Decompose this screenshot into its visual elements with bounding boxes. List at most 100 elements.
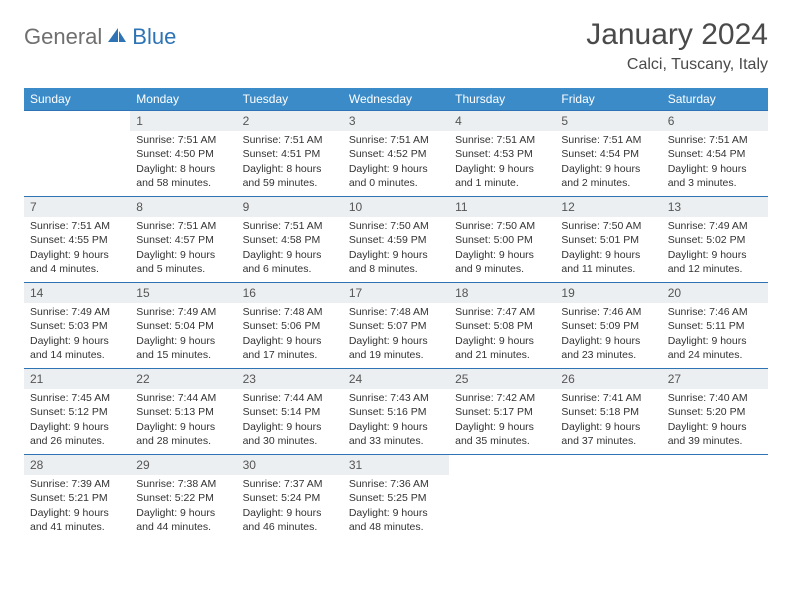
day-number: 1 — [130, 111, 236, 131]
calendar-cell: 14Sunrise: 7:49 AMSunset: 5:03 PMDayligh… — [24, 283, 130, 369]
day-details: Sunrise: 7:51 AMSunset: 4:54 PMDaylight:… — [662, 131, 768, 194]
day-line: Daylight: 9 hours — [561, 162, 655, 176]
day-details: Sunrise: 7:46 AMSunset: 5:11 PMDaylight:… — [662, 303, 768, 366]
day-line: Sunset: 4:58 PM — [243, 233, 337, 247]
day-line: Sunrise: 7:39 AM — [30, 477, 124, 491]
calendar-cell: 16Sunrise: 7:48 AMSunset: 5:06 PMDayligh… — [237, 283, 343, 369]
day-line: Sunset: 5:09 PM — [561, 319, 655, 333]
day-details: Sunrise: 7:38 AMSunset: 5:22 PMDaylight:… — [130, 475, 236, 538]
day-number: 27 — [662, 369, 768, 389]
day-line: and 44 minutes. — [136, 520, 230, 534]
day-line: and 41 minutes. — [30, 520, 124, 534]
day-line: Sunset: 5:11 PM — [668, 319, 762, 333]
day-line: and 17 minutes. — [243, 348, 337, 362]
day-details: Sunrise: 7:37 AMSunset: 5:24 PMDaylight:… — [237, 475, 343, 538]
day-line: Sunset: 5:21 PM — [30, 491, 124, 505]
day-line: Sunrise: 7:47 AM — [455, 305, 549, 319]
day-line: Sunset: 4:53 PM — [455, 147, 549, 161]
day-number: 30 — [237, 455, 343, 475]
day-line: and 35 minutes. — [455, 434, 549, 448]
day-line: Daylight: 9 hours — [243, 248, 337, 262]
calendar-cell: 7Sunrise: 7:51 AMSunset: 4:55 PMDaylight… — [24, 197, 130, 283]
calendar-body: 1Sunrise: 7:51 AMSunset: 4:50 PMDaylight… — [24, 111, 768, 541]
page-title: January 2024 — [586, 18, 768, 52]
day-details: Sunrise: 7:43 AMSunset: 5:16 PMDaylight:… — [343, 389, 449, 452]
day-line: Daylight: 9 hours — [136, 506, 230, 520]
day-line: and 24 minutes. — [668, 348, 762, 362]
day-details: Sunrise: 7:51 AMSunset: 4:51 PMDaylight:… — [237, 131, 343, 194]
day-line: Daylight: 9 hours — [668, 162, 762, 176]
calendar-row: 21Sunrise: 7:45 AMSunset: 5:12 PMDayligh… — [24, 369, 768, 455]
day-line: and 8 minutes. — [349, 262, 443, 276]
day-line: and 28 minutes. — [136, 434, 230, 448]
day-line: and 9 minutes. — [455, 262, 549, 276]
day-line: Sunrise: 7:51 AM — [455, 133, 549, 147]
day-line: Sunset: 5:20 PM — [668, 405, 762, 419]
logo: General Blue — [24, 18, 176, 50]
day-line: Sunset: 5:04 PM — [136, 319, 230, 333]
weekday-header: Thursday — [449, 88, 555, 111]
day-details: Sunrise: 7:47 AMSunset: 5:08 PMDaylight:… — [449, 303, 555, 366]
day-line: Daylight: 9 hours — [561, 334, 655, 348]
day-line: Sunset: 4:52 PM — [349, 147, 443, 161]
day-line: Sunset: 5:07 PM — [349, 319, 443, 333]
day-line: Sunset: 5:16 PM — [349, 405, 443, 419]
day-line: and 37 minutes. — [561, 434, 655, 448]
day-line: Sunset: 5:22 PM — [136, 491, 230, 505]
day-line: Sunset: 5:13 PM — [136, 405, 230, 419]
calendar-cell: 26Sunrise: 7:41 AMSunset: 5:18 PMDayligh… — [555, 369, 661, 455]
weekday-header: Monday — [130, 88, 236, 111]
day-line: and 59 minutes. — [243, 176, 337, 190]
day-line: Daylight: 9 hours — [349, 506, 443, 520]
calendar-cell: 13Sunrise: 7:49 AMSunset: 5:02 PMDayligh… — [662, 197, 768, 283]
day-line: Daylight: 9 hours — [349, 420, 443, 434]
calendar-cell: 12Sunrise: 7:50 AMSunset: 5:01 PMDayligh… — [555, 197, 661, 283]
day-line: Sunrise: 7:49 AM — [136, 305, 230, 319]
calendar-row: 14Sunrise: 7:49 AMSunset: 5:03 PMDayligh… — [24, 283, 768, 369]
day-line: and 48 minutes. — [349, 520, 443, 534]
day-line: Daylight: 9 hours — [349, 162, 443, 176]
day-details: Sunrise: 7:48 AMSunset: 5:06 PMDaylight:… — [237, 303, 343, 366]
day-line: Daylight: 9 hours — [561, 248, 655, 262]
calendar-cell: 8Sunrise: 7:51 AMSunset: 4:57 PMDaylight… — [130, 197, 236, 283]
day-line: Sunset: 5:02 PM — [668, 233, 762, 247]
weekday-header: Sunday — [24, 88, 130, 111]
day-line: Sunrise: 7:44 AM — [136, 391, 230, 405]
day-line: Sunrise: 7:50 AM — [561, 219, 655, 233]
day-line: Daylight: 9 hours — [243, 420, 337, 434]
day-number: 24 — [343, 369, 449, 389]
day-line: and 15 minutes. — [136, 348, 230, 362]
day-line: and 3 minutes. — [668, 176, 762, 190]
day-line: Sunset: 5:18 PM — [561, 405, 655, 419]
day-number: 16 — [237, 283, 343, 303]
calendar-cell: 29Sunrise: 7:38 AMSunset: 5:22 PMDayligh… — [130, 455, 236, 541]
day-line: and 26 minutes. — [30, 434, 124, 448]
weekday-header: Tuesday — [237, 88, 343, 111]
day-line: Sunset: 5:03 PM — [30, 319, 124, 333]
day-line: Daylight: 9 hours — [668, 248, 762, 262]
logo-sail-icon — [106, 26, 128, 49]
day-line: and 58 minutes. — [136, 176, 230, 190]
day-details: Sunrise: 7:50 AMSunset: 5:01 PMDaylight:… — [555, 217, 661, 280]
day-number: 13 — [662, 197, 768, 217]
day-details: Sunrise: 7:51 AMSunset: 4:53 PMDaylight:… — [449, 131, 555, 194]
day-line: and 1 minute. — [455, 176, 549, 190]
day-line: and 5 minutes. — [136, 262, 230, 276]
day-number: 28 — [24, 455, 130, 475]
day-line: and 46 minutes. — [243, 520, 337, 534]
day-line: and 14 minutes. — [30, 348, 124, 362]
calendar-cell — [449, 455, 555, 541]
day-line: and 0 minutes. — [349, 176, 443, 190]
calendar-cell: 5Sunrise: 7:51 AMSunset: 4:54 PMDaylight… — [555, 111, 661, 197]
logo-text-general: General — [24, 24, 102, 50]
day-number: 7 — [24, 197, 130, 217]
day-line: Sunrise: 7:51 AM — [668, 133, 762, 147]
day-details: Sunrise: 7:49 AMSunset: 5:03 PMDaylight:… — [24, 303, 130, 366]
day-line: and 4 minutes. — [30, 262, 124, 276]
day-details: Sunrise: 7:51 AMSunset: 4:54 PMDaylight:… — [555, 131, 661, 194]
day-line: Sunrise: 7:45 AM — [30, 391, 124, 405]
calendar-cell: 20Sunrise: 7:46 AMSunset: 5:11 PMDayligh… — [662, 283, 768, 369]
day-line: Daylight: 9 hours — [561, 420, 655, 434]
calendar-cell: 21Sunrise: 7:45 AMSunset: 5:12 PMDayligh… — [24, 369, 130, 455]
day-line: Sunrise: 7:51 AM — [136, 219, 230, 233]
